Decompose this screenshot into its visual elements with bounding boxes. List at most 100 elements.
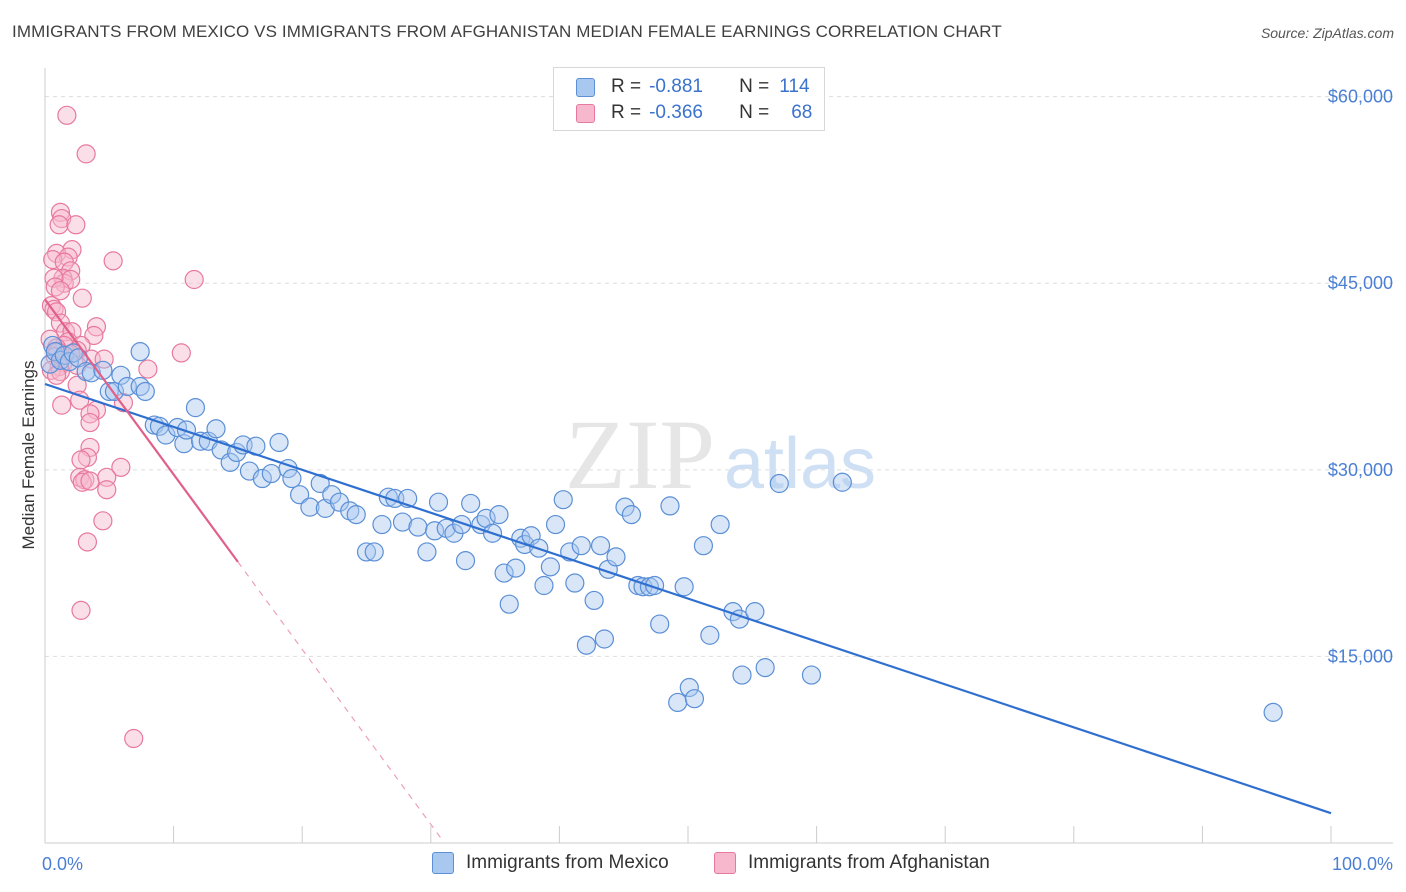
data-point-afghanistan [70, 467, 90, 487]
watermark-atlas: atlas [724, 424, 876, 504]
data-point-mexico [461, 493, 481, 514]
trend-line-mexico [44, 382, 1332, 815]
data-point-mexico [650, 614, 670, 634]
data-point-afghanistan [80, 412, 100, 433]
data-point-mexico [290, 485, 310, 505]
x-tick-label: 0.0% [42, 854, 83, 874]
axes [44, 68, 1393, 844]
legend-n-label: N = [739, 102, 770, 123]
data-point-mexico [769, 473, 789, 494]
trend-line-afghanistan-extension [237, 561, 445, 843]
x-tick-labels: 0.0% 100.0% [42, 854, 1393, 874]
y-tick-label: $45,000 [1328, 273, 1393, 293]
data-point-mexico [679, 677, 699, 698]
trend-line-afghanistan [44, 298, 239, 563]
data-point-afghanistan [71, 600, 91, 620]
data-point-mexico [494, 563, 514, 583]
gridlines [45, 96, 1393, 657]
legend-swatch-mexico [576, 77, 595, 97]
y-tick-label: $30,000 [1328, 460, 1393, 480]
chart-title: IMMIGRANTS FROM MEXICO VS IMMIGRANTS FRO… [12, 22, 1002, 41]
data-point-mexico [621, 505, 642, 525]
series-mexico-points [40, 335, 1283, 722]
data-point-mexico [322, 485, 342, 505]
data-point-mexico [565, 573, 585, 593]
legend-n-value: 68 [791, 102, 813, 123]
data-point-mexico [801, 665, 822, 685]
data-point-mexico [185, 398, 206, 418]
data-point-mexico [392, 512, 413, 532]
data-point-mexico [378, 487, 398, 507]
data-point-afghanistan [111, 457, 131, 477]
source-attribution: Source: ZipAtlas.com [1260, 25, 1394, 41]
legend-r-label: R = [611, 76, 642, 97]
data-point-mexico [408, 517, 428, 537]
data-point-afghanistan [50, 281, 71, 301]
data-point-afghanistan [46, 365, 67, 385]
legend-n-value: 114 [779, 76, 810, 97]
data-point-mexico [560, 542, 580, 562]
data-point-mexico [346, 505, 366, 525]
data-point-afghanistan [72, 472, 92, 492]
correlation-legend: R = -0.881 N = 114 R = -0.366 N = 68 [553, 67, 825, 131]
data-point-mexico [545, 514, 566, 535]
bottom-legend-swatch-afghanistan [714, 852, 736, 874]
data-point-mexico [615, 497, 635, 517]
data-point-mexico [206, 419, 226, 439]
data-point-afghanistan [43, 250, 63, 270]
data-point-mexico [832, 472, 852, 492]
data-point-afghanistan [138, 359, 158, 379]
bottom-legend-afghanistan[interactable]: Immigrants from Afghanistan [714, 852, 990, 874]
data-point-afghanistan [71, 450, 91, 470]
data-point-mexico [452, 514, 472, 535]
data-point-mexico [220, 452, 240, 472]
y-axis-title: Median Female Earnings [19, 361, 38, 550]
data-point-mexico [506, 558, 526, 578]
y-tick-label: $15,000 [1328, 646, 1393, 666]
data-point-mexico [710, 514, 730, 535]
data-point-afghanistan [77, 532, 98, 552]
data-point-mexico [372, 514, 392, 535]
data-point-mexico [553, 490, 573, 510]
legend-n-label: N = [739, 76, 770, 97]
data-point-afghanistan [93, 511, 113, 531]
data-point-mexico [571, 536, 591, 556]
data-point-mexico [660, 496, 680, 516]
data-point-mexico [584, 590, 604, 611]
x-tick-label: 100.0% [1332, 854, 1393, 874]
data-point-mexico [684, 689, 705, 709]
data-point-mexico [130, 342, 150, 362]
data-point-afghanistan [80, 471, 100, 491]
data-point-mexico [310, 473, 330, 494]
y-tick-label: $60,000 [1328, 87, 1393, 107]
data-point-afghanistan [124, 728, 144, 749]
data-point-afghanistan [45, 277, 65, 297]
data-point-mexico [693, 536, 714, 556]
legend-row-afghanistan: R = -0.366 N = 68 [576, 101, 812, 125]
data-point-mexico [282, 468, 302, 489]
data-point-afghanistan [103, 251, 123, 271]
legend-r-value: -0.366 [649, 102, 703, 123]
y-tick-labels: $15,000 $30,000 $45,000 $60,000 [1328, 87, 1393, 667]
data-point-mexico [428, 492, 449, 512]
data-point-mexico [261, 463, 281, 484]
data-point-afghanistan [49, 215, 69, 235]
legend-swatch-afghanistan [576, 103, 595, 123]
data-point-afghanistan [57, 105, 77, 125]
data-point-mexico [455, 551, 476, 571]
data-point-mexico [594, 629, 615, 649]
bottom-legend-swatch-mexico [432, 852, 454, 874]
data-point-afghanistan [97, 480, 117, 500]
bottom-legend-mexico[interactable]: Immigrants from Mexico [432, 852, 669, 874]
data-point-mexico [755, 658, 775, 678]
data-point-afghanistan [66, 215, 86, 235]
data-point-mexico [227, 442, 247, 463]
data-point-mexico [40, 354, 60, 374]
data-point-mexico [364, 542, 384, 562]
legend-row-mexico: R = -0.881 N = 114 [576, 75, 810, 99]
data-point-mexico [489, 505, 509, 525]
data-point-mexico [590, 536, 611, 556]
data-point-afghanistan [72, 288, 92, 308]
legend-r-value: -0.881 [649, 76, 703, 97]
